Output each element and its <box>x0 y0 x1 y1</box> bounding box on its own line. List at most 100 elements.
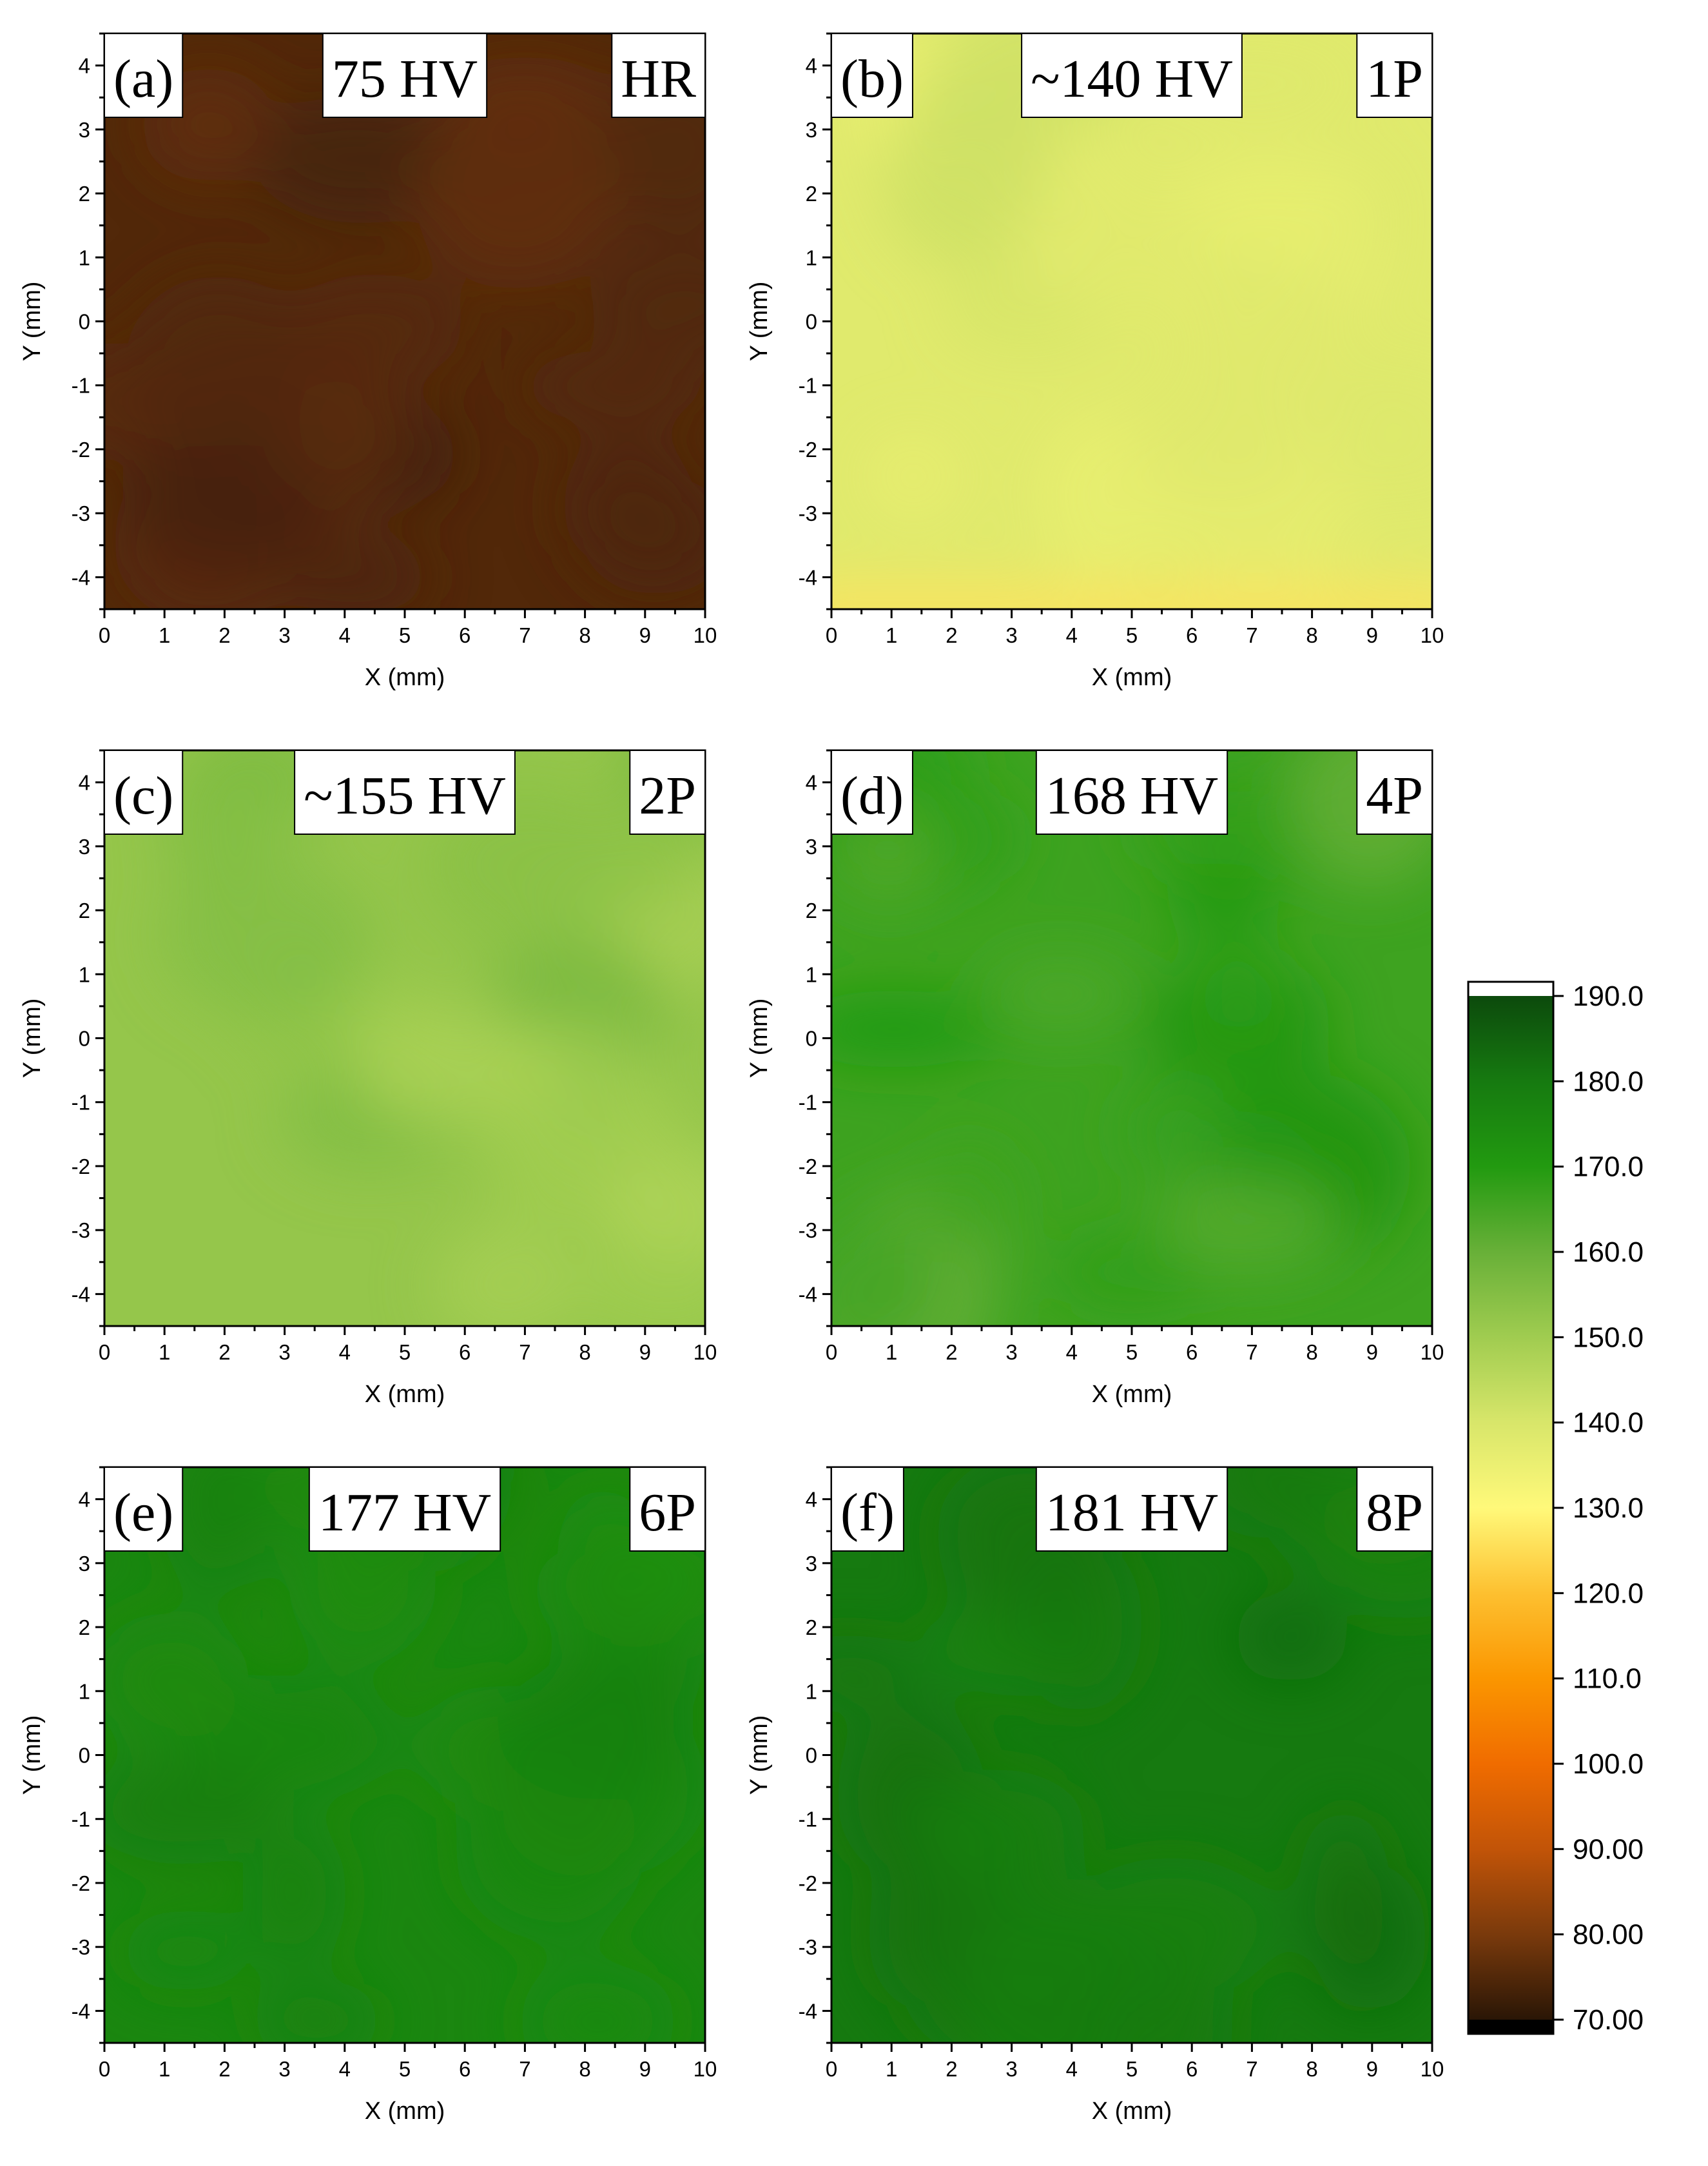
axis-ticks <box>822 32 1433 618</box>
heatmap-cell <box>104 1612 249 1750</box>
heatmap-cell <box>562 438 696 572</box>
heatmap-cell <box>280 540 432 609</box>
y-tick-label: 3 <box>79 1552 90 1576</box>
condition-label-box <box>1356 1467 1433 1552</box>
y-tick-label: -4 <box>72 565 90 589</box>
y-tick-label: -2 <box>799 438 817 462</box>
heatmap-cell <box>519 349 705 424</box>
x-tick-label: 8 <box>1306 2057 1317 2081</box>
x-tick-label: 7 <box>519 623 530 647</box>
hardness-label-box <box>294 750 516 835</box>
y-axis-label: Y (mm) <box>746 1715 773 1795</box>
panel-letter-box <box>104 33 184 118</box>
y-tick-label: 1 <box>79 246 90 269</box>
condition-label: 1P <box>1366 49 1423 109</box>
x-tick-label: 0 <box>99 2057 110 2081</box>
x-tick-label: 6 <box>459 2057 471 2081</box>
y-tick-label: 2 <box>806 899 817 922</box>
y-tick-labels: 4 3 2 1 0 -1 -2 -3 -4 <box>72 1488 90 2024</box>
x-tick-label: 2 <box>218 2057 230 2081</box>
x-tick-label: 9 <box>1366 1340 1378 1364</box>
y-tick-label: -4 <box>72 1999 90 2023</box>
heatmap-cell <box>188 789 291 889</box>
heatmap-cell <box>1122 1078 1224 1182</box>
x-tick-label: 3 <box>1005 1340 1017 1364</box>
heatmap-cell <box>590 254 705 351</box>
y-tick-label: 3 <box>806 835 817 859</box>
x-tick-label: 10 <box>694 2057 717 2081</box>
y-tick-label: 1 <box>79 1679 90 1703</box>
x-tick-label: 6 <box>459 1340 471 1364</box>
heatmap-cell <box>1007 1947 1234 2043</box>
heatmap-cell <box>160 855 373 1017</box>
panel-letter: (e) <box>113 1483 173 1543</box>
y-tick-label: -1 <box>799 1091 817 1115</box>
y-tick-label: -1 <box>799 1808 817 1831</box>
y-tick-label: 2 <box>806 182 817 206</box>
heatmap-variation <box>831 1467 1432 2043</box>
x-tick-label: 8 <box>579 2057 590 2081</box>
x-axis-label: X (mm) <box>365 664 445 691</box>
x-tick-label: 6 <box>1186 2057 1198 2081</box>
hardness-label-box <box>308 1467 501 1552</box>
y-tick-labels: 4 3 2 1 0 -1 -2 -3 -4 <box>799 1488 817 2024</box>
hardness-label: 75 HV <box>332 49 478 109</box>
x-tick-label: 9 <box>639 1340 651 1364</box>
y-tick-label: -2 <box>72 1155 90 1178</box>
y-tick-label: 3 <box>806 118 817 142</box>
hardness-label: 181 HV <box>1045 1483 1218 1543</box>
y-tick-label: -2 <box>799 1871 817 1895</box>
y-tick-label: 4 <box>806 54 817 78</box>
y-tick-label: 0 <box>79 1027 90 1051</box>
axis-ticks <box>95 32 706 618</box>
x-tick-label: 6 <box>459 623 471 647</box>
heatmap-cell <box>356 1008 558 1129</box>
panel-letter-box <box>831 750 913 835</box>
x-tick-label: 10 <box>1421 2057 1444 2081</box>
hardness-label: ~155 HV <box>304 766 506 826</box>
x-tick-label: 8 <box>1306 1340 1317 1364</box>
color-scale-tick-label: 110.0 <box>1573 1663 1642 1695</box>
y-tick-label: -4 <box>72 1282 90 1306</box>
heatmap-cell <box>831 990 1005 1068</box>
y-tick-label: 1 <box>806 1679 817 1703</box>
x-tick-label: 9 <box>639 623 651 647</box>
heatmap-cell <box>282 275 467 380</box>
y-tick-label: -3 <box>799 1935 817 1959</box>
y-tick-label: -2 <box>799 1155 817 1178</box>
x-tick-label: 2 <box>218 1340 230 1364</box>
heatmap-cell <box>1167 861 1279 942</box>
y-tick-label: -4 <box>799 565 817 589</box>
x-tick-label: 7 <box>1246 623 1257 647</box>
x-tick-label: 2 <box>946 623 957 647</box>
condition-label-box <box>1356 750 1433 835</box>
y-tick-labels: 4 3 2 1 0 -1 -2 -3 -4 <box>72 771 90 1307</box>
y-tick-label: 1 <box>79 962 90 986</box>
color-scale-over-swatch <box>1468 982 1553 996</box>
color-scale-tick-label: 70.00 <box>1573 2004 1644 2036</box>
x-tick-label: 3 <box>1005 623 1017 647</box>
hardness-label-box <box>1035 750 1228 835</box>
heatmap-cell <box>866 433 961 520</box>
y-tick-label: 2 <box>79 182 90 206</box>
condition-label: 6P <box>639 1483 696 1543</box>
x-tick-label: 5 <box>399 2057 411 2081</box>
color-scale-tick-label: 160.0 <box>1573 1236 1644 1268</box>
x-tick-label: 8 <box>1306 623 1317 647</box>
x-tick-label: 10 <box>1421 623 1444 647</box>
y-tick-label: -1 <box>799 374 817 398</box>
x-tick-labels: 0 1 2 3 4 5 6 7 8 9 10 <box>826 1340 1444 1364</box>
color-scale-tick-label: 130.0 <box>1573 1492 1644 1524</box>
heatmap-cell <box>598 1159 705 1258</box>
y-tick-label: -3 <box>72 502 90 525</box>
x-tick-label: 3 <box>278 2057 290 2081</box>
heatmap-cell <box>831 1211 941 1326</box>
y-tick-label: 2 <box>79 899 90 922</box>
y-tick-label: 0 <box>79 1744 90 1768</box>
panel-letter-box <box>831 1467 904 1552</box>
y-tick-label: 2 <box>79 1615 90 1639</box>
